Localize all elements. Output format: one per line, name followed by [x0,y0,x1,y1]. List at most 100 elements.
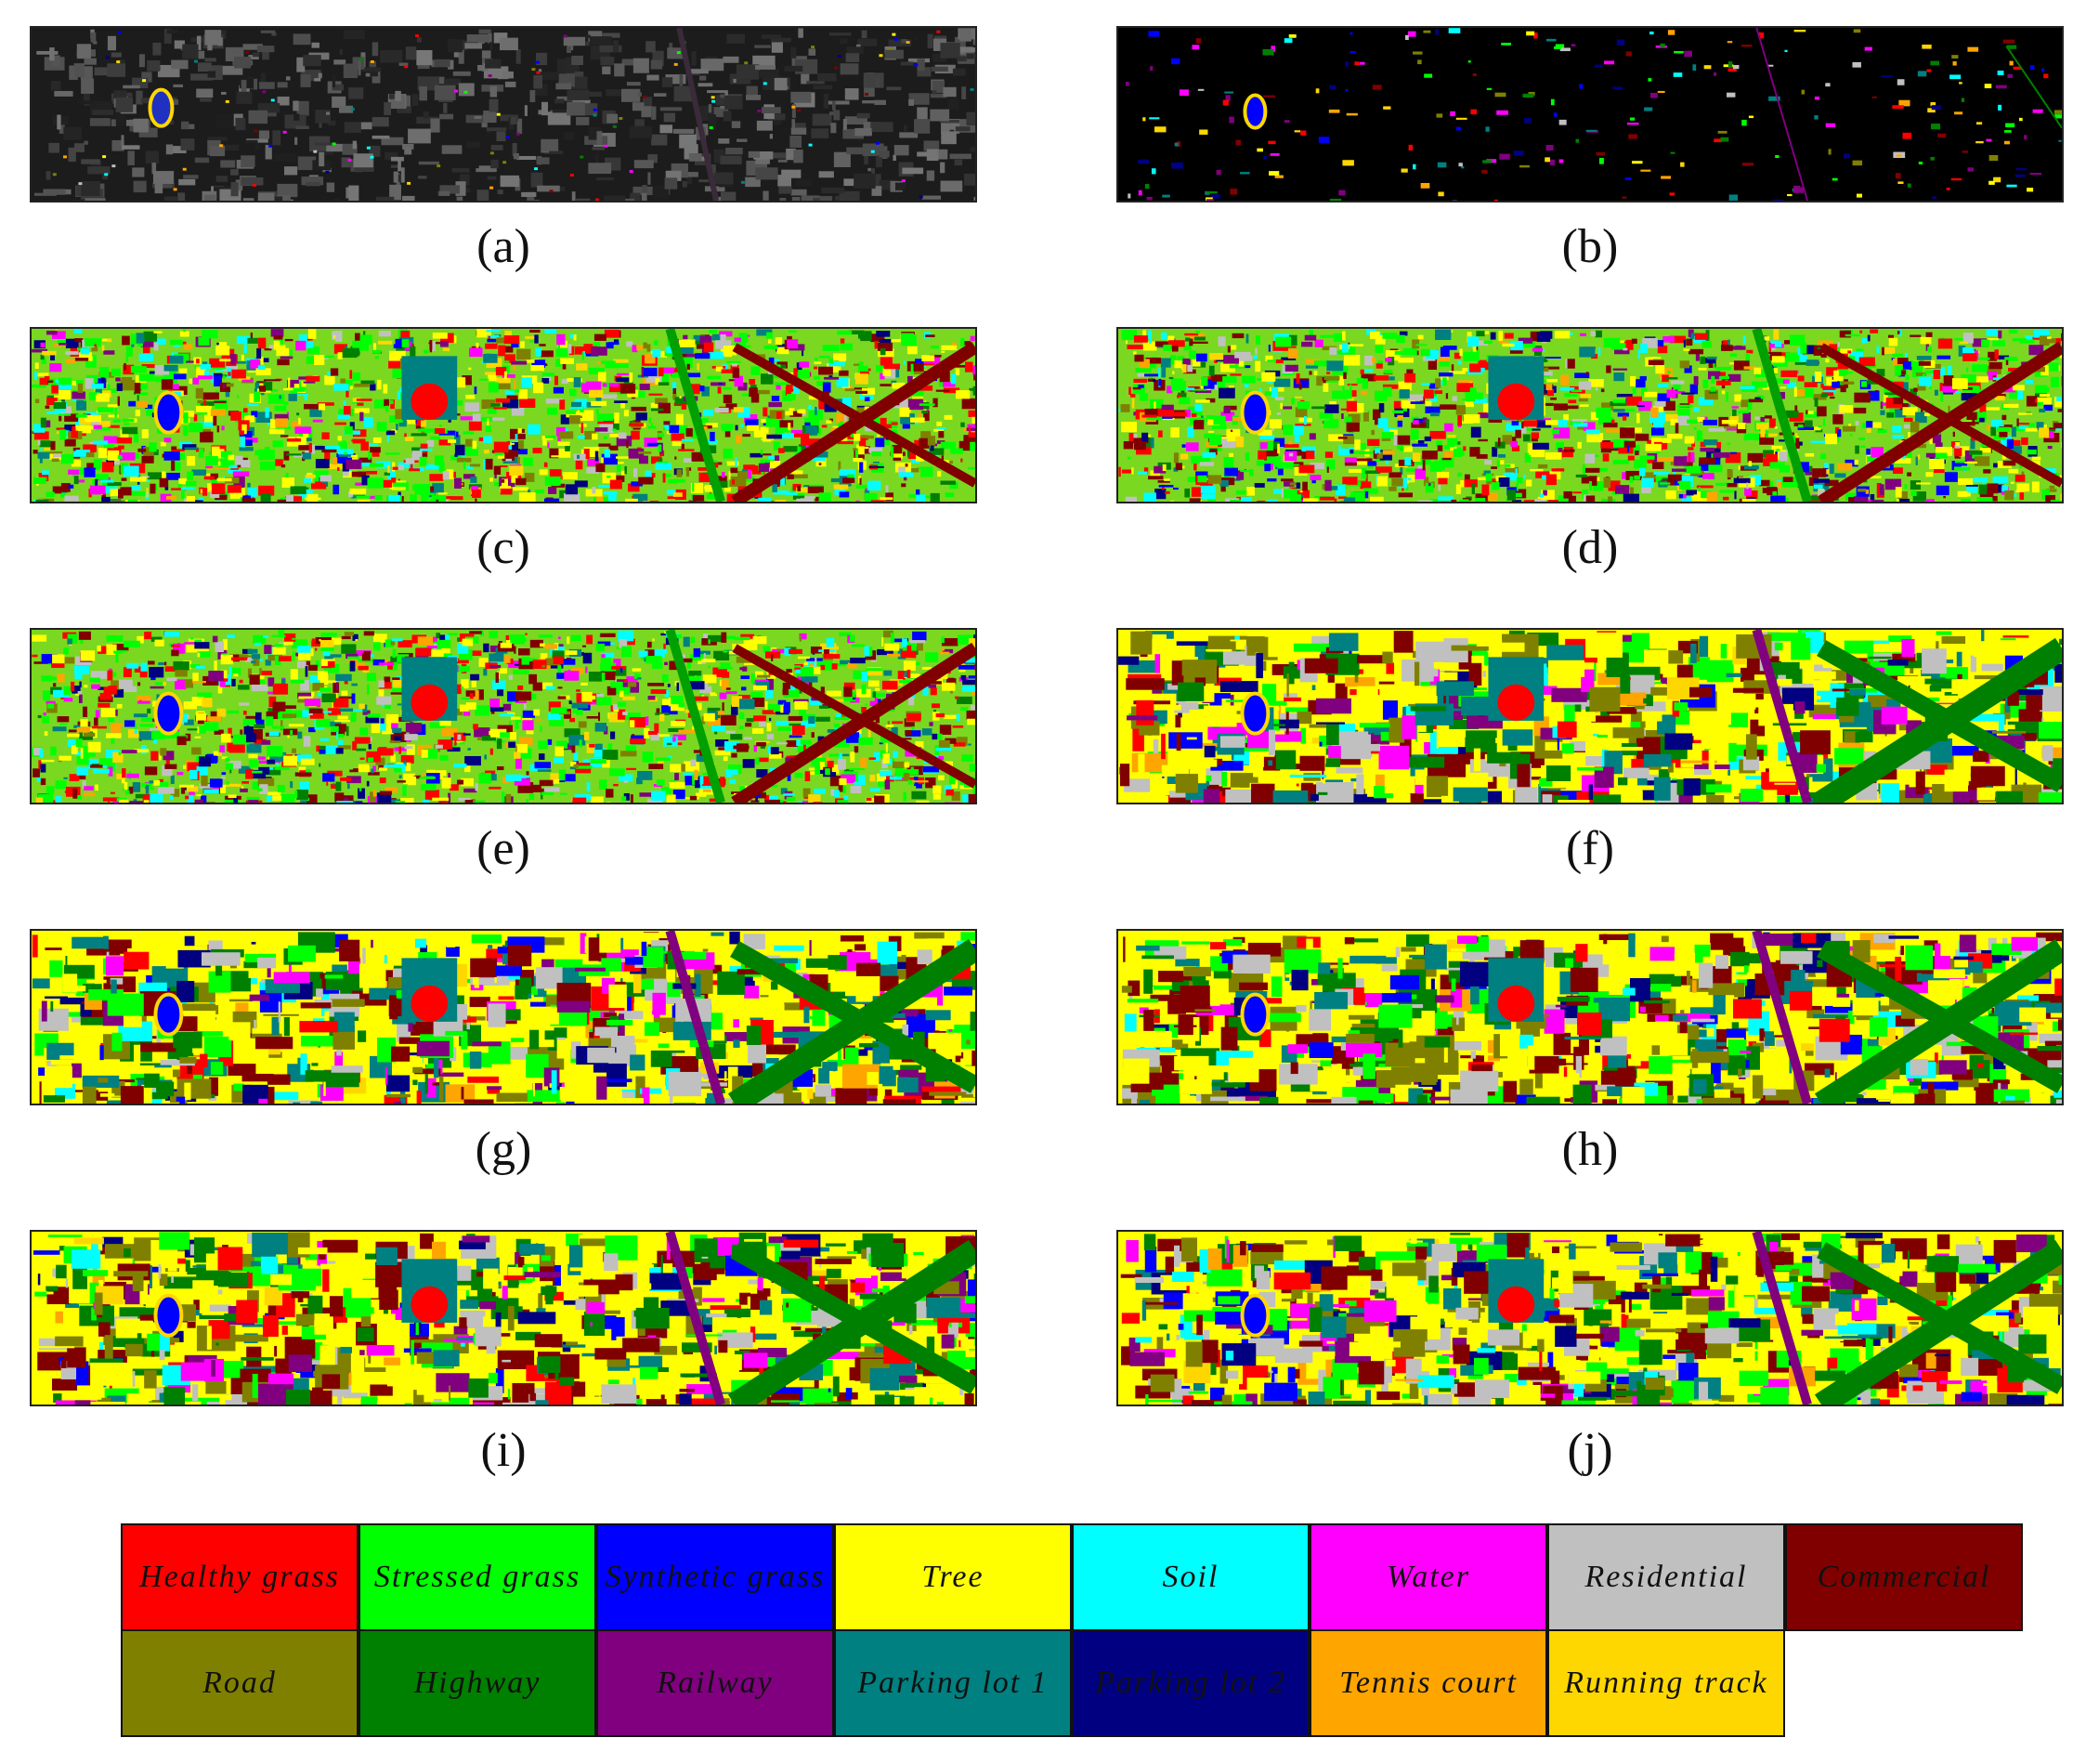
class-patch [1447,438,1458,446]
class-patch [805,425,818,436]
class-patch [121,376,133,382]
class-patch [304,341,314,348]
labeled-pixel [1946,187,1950,190]
class-patch [131,491,146,496]
class-patch [541,372,555,377]
class-patch [614,412,619,424]
class-patch [1141,414,1157,418]
class-patch [822,382,831,393]
class-patch [1123,440,1134,450]
labeled-pixel [1555,44,1565,49]
class-patch [1545,384,1553,391]
class-patch [241,424,247,435]
labeled-pixel [1199,129,1208,135]
class-patch [920,431,932,439]
labeled-pixel [489,186,494,189]
scene-patch [460,40,467,51]
scene-patch [452,71,471,76]
scene-patch [401,195,415,201]
class-patch [274,426,291,430]
class-patch [1167,385,1173,394]
class-patch [701,348,709,358]
labeled-pixel [1206,199,1214,201]
scene-patch [365,72,372,77]
class-patch [192,377,200,385]
class-patch [1996,426,2011,432]
class-patch [632,493,648,502]
scene-patch [761,34,782,39]
labeled-pixel [1775,155,1780,159]
class-patch [1751,381,1767,388]
scene-patch [917,67,932,77]
class-patch [1455,405,1467,415]
class-patch [1679,493,1687,499]
class-patch [956,390,971,399]
labeled-pixel [1918,162,1923,165]
class-patch [2046,338,2060,344]
class-patch [1686,338,1693,346]
scene-patch [673,85,694,102]
class-patch [891,422,898,425]
scene-patch [416,49,433,66]
labeled-pixel [1342,160,1354,166]
class-patch [1397,415,1403,419]
scene-patch [499,37,518,51]
class-patch [721,369,732,373]
class-patch [130,333,139,345]
class-patch [1447,434,1456,438]
class-patch [1824,469,1831,475]
class-patch [501,479,505,483]
class-patch [1626,396,1642,406]
class-patch [1298,382,1302,390]
class-patch [736,434,742,444]
class-patch [1439,372,1454,377]
class-patch [1627,455,1635,461]
scene-patch [51,55,60,67]
class-patch [1478,477,1489,480]
scene-patch [715,95,733,106]
scene-patch [633,160,654,169]
class-patch [1197,456,1211,463]
scene-patch [215,114,235,129]
class-patch [123,364,135,375]
class-patch [286,412,290,414]
class-patch [844,412,847,422]
class-patch [898,472,914,477]
class-patch [616,436,632,447]
class-patch [1774,367,1779,373]
class-patch [1382,384,1400,389]
class-patch [1629,476,1634,483]
class-patch [1639,455,1655,460]
scene-patch [875,78,880,88]
scene-patch [596,176,614,181]
class-patch [454,435,461,445]
class-patch [153,342,159,351]
class-patch [296,436,306,447]
class-patch [1774,341,1782,347]
class-patch [290,349,293,356]
class-patch [2041,489,2050,500]
scene-patch [930,93,947,98]
class-patch [2035,398,2052,405]
class-patch [870,500,885,502]
class-patch [1955,442,1961,446]
class-patch [1684,365,1692,373]
class-patch [93,425,102,429]
class-patch [247,368,256,373]
scene-patch [926,170,935,181]
class-patch [668,478,678,484]
class-patch [275,459,283,466]
class-patch [1867,334,1871,342]
class-patch [1987,501,1999,502]
class-patch [335,331,343,342]
labeled-pixel [892,33,896,36]
scene-patch [726,33,745,44]
class-patch [1523,420,1538,427]
class-patch [1170,500,1174,502]
class-patch [1125,496,1137,502]
class-patch [338,454,352,457]
labeled-pixel [709,126,713,129]
class-patch [243,344,247,353]
class-patch [138,373,155,382]
class-patch [438,492,448,495]
